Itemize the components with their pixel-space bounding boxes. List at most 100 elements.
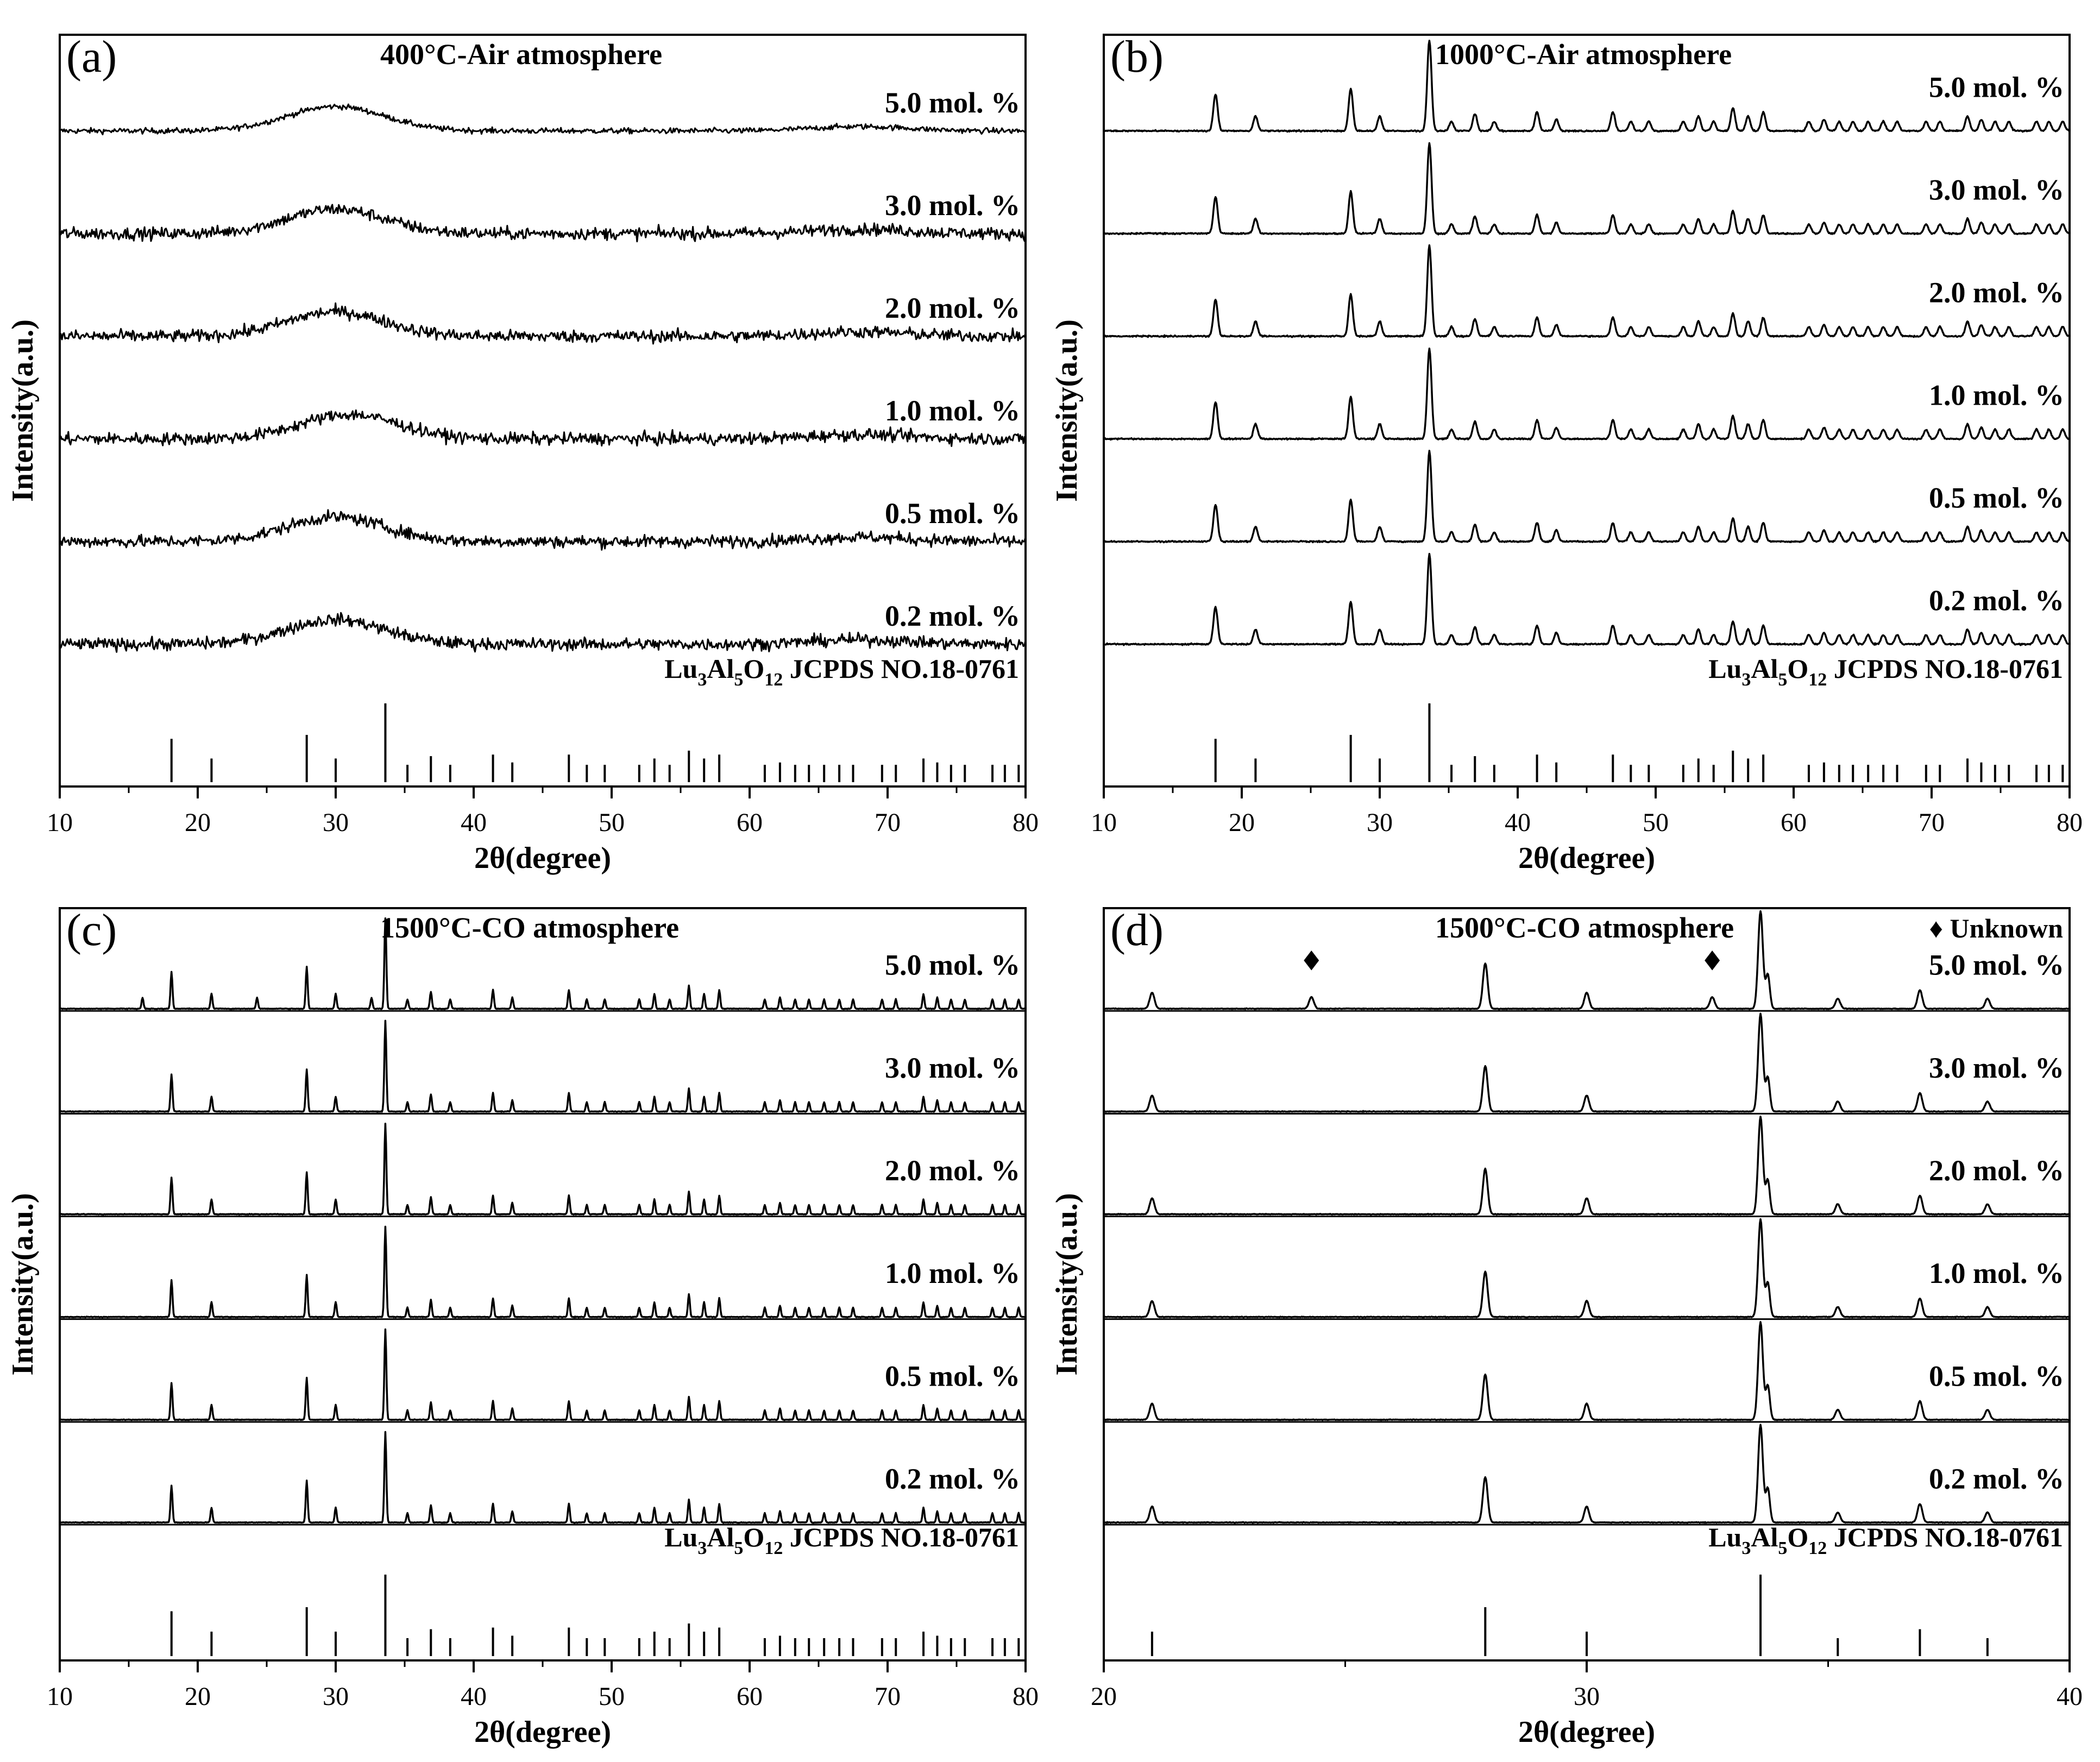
x-tick-label: 60 — [737, 808, 763, 837]
series-label: 0.5 mol. % — [1929, 1360, 2064, 1392]
reference-label-part: 5 — [734, 1538, 743, 1558]
series-line — [1103, 552, 2070, 646]
series-label: 1.0 mol. % — [1929, 379, 2064, 412]
series-line — [59, 1431, 1026, 1524]
panel-letter: (b) — [1110, 32, 1164, 82]
reference-label-part: Lu — [1708, 1522, 1741, 1552]
x-tick-label: 40 — [2057, 1682, 2083, 1711]
series-line — [59, 1328, 1026, 1421]
series-line — [59, 1225, 1026, 1319]
reference-label-part: 12 — [764, 1538, 783, 1558]
x-tick-label: 60 — [1781, 808, 1807, 837]
reference-label-part: Lu — [1708, 653, 1741, 684]
panel-c: 10 20 30 40 50 60 70 80 2θ(degree) Intensity(a.u.… — [6, 905, 1039, 1749]
unknown-legend: ♦ Unknown — [1929, 913, 2064, 943]
series-line — [1103, 347, 2071, 441]
reference-label-part: 12 — [1808, 670, 1827, 690]
x-axis-title: 2θ(degree) — [474, 1715, 611, 1749]
reference-label-part: 5 — [734, 670, 743, 690]
panel-letter: (c) — [66, 905, 117, 955]
x-tick-label: 30 — [1367, 808, 1393, 837]
reference-label-part: Al — [1751, 653, 1778, 684]
series-line — [59, 409, 1027, 447]
series-label: 0.5 mol. % — [1929, 482, 2064, 514]
panel-title: 1500°C-CO atmosphere — [380, 911, 679, 944]
x-tick-label: 30 — [323, 808, 349, 837]
series-label: 2.0 mol. % — [1929, 276, 2064, 309]
reference-label-part: 5 — [1778, 1538, 1787, 1558]
reference-label: Lu3Al5O12 JCPDS NO.18-0761 — [1708, 653, 2063, 690]
reference-label: Lu3Al5O12 JCPDS NO.18-0761 — [664, 653, 1019, 690]
series-label: 3.0 mol. % — [1929, 174, 2064, 206]
reference-label-part: 5 — [1778, 670, 1787, 690]
series-line — [59, 1122, 1026, 1216]
series-line — [1103, 1424, 2070, 1524]
x-tick-label: 10 — [1091, 808, 1117, 837]
reference-label: Lu3Al5O12 JCPDS NO.18-0761 — [664, 1522, 1019, 1558]
series-line — [59, 302, 1027, 345]
series-label: 5.0 mol. % — [885, 949, 1020, 981]
reference-label-part: JCPDS NO.18-0761 — [1827, 1522, 2063, 1552]
x-tick-label: 30 — [323, 1682, 349, 1711]
reference-label-part: 12 — [1808, 1538, 1827, 1558]
x-tick-label: 50 — [599, 808, 625, 837]
reference-label-part: Al — [707, 1522, 734, 1552]
unknown-peak-marker — [1705, 951, 1720, 971]
series-line — [59, 917, 1026, 1010]
series-line — [59, 1020, 1026, 1113]
reference-label-part: JCPDS NO.18-0761 — [1827, 653, 2063, 684]
x-tick-label: 20 — [185, 1682, 211, 1711]
series-line — [1103, 1115, 2070, 1216]
panel-letter: (d) — [1110, 905, 1164, 955]
panel-title: 1500°C-CO atmosphere — [1435, 911, 1734, 944]
series-line — [59, 204, 1027, 243]
series-label: 0.2 mol. % — [1929, 1463, 2064, 1495]
x-tick-label: 40 — [1505, 808, 1531, 837]
x-tick-label: 70 — [875, 1682, 901, 1711]
series-line — [1103, 142, 2070, 236]
reference-label-part: O — [1787, 653, 1808, 684]
x-tick-label: 50 — [599, 1682, 625, 1711]
series-line — [1103, 244, 2070, 338]
panel-letter: (a) — [66, 32, 117, 82]
series-line — [1103, 1012, 2070, 1113]
x-tick-label: 20 — [1229, 808, 1255, 837]
x-axis-title: 2θ(degree) — [474, 841, 611, 875]
reference-label-part: JCPDS NO.18-0761 — [783, 653, 1019, 684]
series-label: 1.0 mol. % — [885, 1257, 1020, 1289]
series-line — [59, 612, 1027, 653]
series-label: 3.0 mol. % — [1929, 1052, 2064, 1084]
series-line — [59, 103, 1027, 136]
series-label: 0.5 mol. % — [885, 497, 1020, 530]
series-label: 2.0 mol. % — [1929, 1154, 2064, 1187]
series-line — [1103, 450, 2070, 544]
x-tick-label: 40 — [461, 1682, 487, 1711]
panel-title: 400°C-Air atmosphere — [380, 38, 662, 71]
series-line — [1103, 910, 2070, 1010]
y-axis-title: Intensity(a.u.) — [1050, 319, 1084, 502]
x-tick-label: 50 — [1643, 808, 1669, 837]
reference-label-part: 3 — [697, 670, 707, 690]
series-label: 5.0 mol. % — [1929, 71, 2064, 104]
series-label: 2.0 mol. % — [885, 1154, 1020, 1187]
series-label: 0.5 mol. % — [885, 1360, 1020, 1392]
x-tick-label: 30 — [1574, 1682, 1600, 1711]
reference-label-part: Lu — [664, 653, 697, 684]
x-tick-label: 10 — [47, 808, 73, 837]
x-tick-label: 80 — [1013, 808, 1039, 837]
panel-a: 10 20 30 40 50 60 70 80 2θ(degree) Intensity(a.u.… — [6, 32, 1039, 875]
reference-label-part: O — [743, 653, 764, 684]
series-label: 2.0 mol. % — [885, 292, 1020, 324]
series-label: 1.0 mol. % — [1929, 1257, 2064, 1289]
x-tick-label: 60 — [737, 1682, 763, 1711]
unknown-peak-marker — [1304, 951, 1319, 971]
reference-label-part: Al — [1751, 1522, 1778, 1552]
series-label: 5.0 mol. % — [885, 86, 1020, 119]
reference-label-part: JCPDS NO.18-0761 — [783, 1522, 1019, 1552]
series-line — [1103, 1321, 2070, 1421]
reference-label-part: O — [1787, 1522, 1808, 1552]
y-axis-title: Intensity(a.u.) — [6, 1193, 40, 1375]
series-label: 5.0 mol. % — [1929, 949, 2064, 981]
x-tick-label: 20 — [185, 808, 211, 837]
